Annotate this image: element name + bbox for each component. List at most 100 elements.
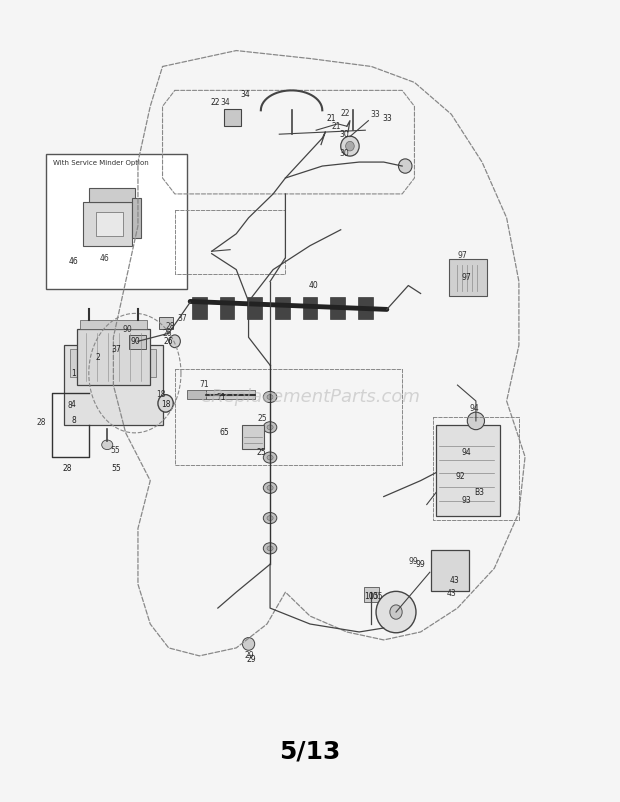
Text: 97: 97: [462, 273, 472, 282]
Bar: [187, 390, 206, 399]
Ellipse shape: [264, 452, 277, 463]
Ellipse shape: [264, 512, 277, 524]
Text: 105: 105: [368, 592, 383, 601]
Text: 28: 28: [37, 418, 46, 427]
Text: 30: 30: [340, 148, 349, 158]
FancyBboxPatch shape: [82, 202, 132, 245]
Ellipse shape: [264, 543, 277, 554]
Bar: [436, 425, 500, 516]
Bar: [96, 213, 123, 236]
Bar: [224, 109, 241, 126]
Ellipse shape: [267, 395, 273, 399]
Text: 46: 46: [69, 257, 78, 266]
Ellipse shape: [341, 136, 359, 156]
Bar: [206, 390, 255, 399]
Text: 26: 26: [164, 337, 174, 346]
Ellipse shape: [376, 591, 416, 633]
Text: 4: 4: [71, 400, 76, 410]
Text: 21: 21: [332, 122, 341, 131]
Bar: [275, 297, 290, 319]
Ellipse shape: [264, 482, 277, 493]
Bar: [364, 587, 379, 602]
Bar: [303, 297, 317, 319]
Text: 18: 18: [156, 390, 166, 399]
Text: 18: 18: [161, 400, 171, 410]
Bar: [79, 320, 147, 330]
Ellipse shape: [267, 425, 273, 430]
Text: 94: 94: [470, 403, 479, 412]
Text: 55: 55: [112, 464, 122, 473]
Ellipse shape: [467, 412, 484, 430]
Text: 71: 71: [200, 379, 209, 389]
Ellipse shape: [267, 485, 273, 490]
Text: 2: 2: [95, 353, 100, 362]
Text: 8: 8: [71, 416, 76, 425]
Ellipse shape: [345, 141, 354, 151]
Text: 25: 25: [258, 414, 267, 423]
Text: 43: 43: [447, 589, 457, 598]
FancyBboxPatch shape: [431, 550, 469, 590]
Text: With Service Minder Option: With Service Minder Option: [53, 160, 149, 167]
Text: 29: 29: [244, 651, 254, 660]
Bar: [192, 297, 207, 319]
Text: 30: 30: [339, 130, 348, 139]
Text: 97: 97: [458, 251, 467, 260]
Ellipse shape: [169, 335, 180, 347]
Text: 5/13: 5/13: [280, 739, 340, 764]
Text: 34: 34: [241, 90, 250, 99]
Bar: [219, 297, 234, 319]
Text: 65: 65: [219, 428, 229, 437]
Ellipse shape: [264, 422, 277, 433]
Ellipse shape: [158, 395, 173, 412]
Ellipse shape: [267, 456, 273, 460]
Text: 55: 55: [110, 446, 120, 455]
Text: 94: 94: [462, 448, 472, 457]
Text: 21: 21: [327, 114, 336, 123]
Bar: [247, 297, 262, 319]
Text: 71: 71: [216, 392, 226, 402]
Text: 1: 1: [71, 369, 76, 378]
Bar: [358, 297, 373, 319]
Text: 22: 22: [341, 109, 350, 118]
Ellipse shape: [390, 605, 402, 619]
Text: 40: 40: [308, 281, 318, 290]
Text: 28: 28: [166, 322, 175, 331]
Text: 28: 28: [63, 464, 72, 473]
Text: 33: 33: [370, 111, 380, 119]
Text: 93: 93: [462, 496, 472, 505]
Bar: [76, 330, 150, 385]
Bar: [330, 297, 345, 319]
Bar: [46, 154, 187, 290]
Text: 33: 33: [382, 114, 392, 123]
FancyBboxPatch shape: [450, 259, 487, 296]
Text: B3: B3: [474, 488, 484, 497]
FancyBboxPatch shape: [89, 188, 135, 202]
Text: 34: 34: [221, 98, 231, 107]
Text: 26: 26: [162, 329, 172, 338]
Text: 92: 92: [456, 472, 466, 481]
Ellipse shape: [102, 440, 113, 450]
Text: 29: 29: [247, 655, 257, 664]
Text: 8: 8: [68, 401, 72, 410]
Bar: [242, 425, 264, 449]
Ellipse shape: [399, 159, 412, 173]
Ellipse shape: [264, 391, 277, 403]
Text: 90: 90: [130, 337, 140, 346]
Text: 22: 22: [210, 98, 219, 107]
Text: 99: 99: [409, 557, 418, 566]
Text: 46: 46: [99, 253, 109, 263]
Ellipse shape: [267, 516, 273, 520]
Text: 37: 37: [112, 345, 122, 354]
Ellipse shape: [242, 638, 255, 650]
FancyBboxPatch shape: [132, 198, 141, 237]
Text: 43: 43: [450, 576, 459, 585]
Text: eReplacementParts.com: eReplacementParts.com: [200, 388, 420, 406]
Bar: [64, 345, 162, 425]
Text: 37: 37: [178, 314, 188, 323]
Bar: [159, 317, 173, 330]
Bar: [129, 335, 146, 349]
Bar: [70, 349, 156, 377]
Text: 99: 99: [416, 560, 425, 569]
Text: 90: 90: [123, 325, 132, 334]
Text: 25: 25: [256, 448, 265, 457]
